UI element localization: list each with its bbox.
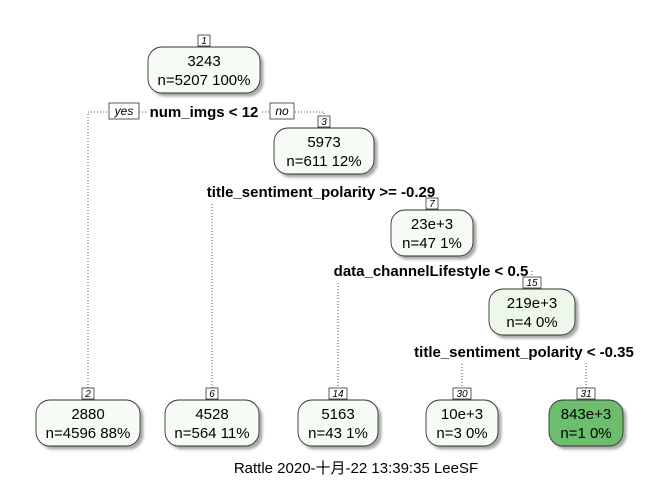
no-label: no	[275, 104, 289, 118]
node-stats: n=1 0%	[560, 425, 611, 442]
node-stats: n=3 0%	[436, 425, 487, 442]
node-stats: n=564 11%	[174, 425, 249, 442]
split-label-bg	[146, 103, 262, 122]
edge-1-2	[87, 111, 146, 388]
node-box	[425, 399, 499, 447]
node-stats: n=4 0%	[506, 314, 557, 331]
split-label-7: data_channelLifestyle < 0.5	[334, 263, 529, 280]
node-value: 2880	[71, 406, 104, 423]
node-value: 5163	[321, 406, 354, 423]
tree-node-14: 5163 n=43 1% 14	[297, 387, 379, 447]
node-value: 4528	[195, 406, 228, 423]
node-number-box	[328, 387, 348, 400]
caption: Rattle 2020-十月-22 13:39:35 LeeSF	[234, 460, 478, 477]
node-number-box	[205, 387, 219, 400]
node-number: 7	[429, 199, 435, 210]
split-label-bg	[203, 183, 439, 202]
node-box	[273, 127, 375, 175]
node-box	[488, 288, 576, 336]
node-number: 14	[332, 389, 344, 400]
tree-node-30: 10e+3 n=3 0% 30	[425, 387, 499, 447]
split-label-bg	[411, 343, 637, 362]
edge-3-6	[211, 191, 266, 388]
node-stats: n=611 12%	[286, 153, 361, 170]
node-number: 15	[526, 278, 538, 289]
node-stats: n=5207 100%	[157, 72, 250, 89]
split-label-bg	[330, 262, 532, 281]
tree-node-15: 219e+3 n=4 0% 15	[488, 276, 576, 336]
yes-label-box	[108, 102, 140, 120]
yes-label: yes	[114, 104, 134, 118]
split-label-3: title_sentiment_polarity >= -0.29	[207, 184, 435, 201]
edge-7-14	[337, 270, 374, 388]
node-number-box	[522, 276, 542, 289]
node-box	[548, 399, 624, 447]
node-value: 843e+3	[561, 406, 611, 423]
node-box	[147, 46, 261, 94]
branch-labels: yes no	[108, 102, 295, 120]
splits-layer: num_imgs < 12 title_sentiment_polarity >=…	[146, 103, 637, 362]
node-stats: n=47 1%	[402, 235, 462, 252]
tree-node-1: 3243 n=5207 100% 1	[147, 34, 261, 94]
node-number: 2	[84, 389, 91, 400]
edge-7-15	[490, 270, 533, 277]
node-number-box	[576, 387, 596, 400]
node-box	[35, 399, 141, 447]
node-box	[297, 399, 379, 447]
node-number: 3	[321, 117, 327, 128]
split-label-1: num_imgs < 12	[150, 104, 259, 121]
node-stats: n=43 1%	[308, 425, 368, 442]
tree-node-6: 4528 n=564 11% 6	[164, 387, 260, 447]
node-box	[164, 399, 260, 447]
node-value: 219e+3	[507, 295, 557, 312]
node-box	[390, 209, 474, 257]
node-number: 30	[456, 389, 468, 400]
node-number-box	[425, 197, 439, 210]
node-value: 10e+3	[441, 406, 483, 423]
tree-node-7: 23e+3 n=47 1% 7	[390, 197, 474, 257]
node-number: 1	[201, 36, 207, 47]
node-number: 31	[580, 389, 591, 400]
tree-node-31: 843e+3 n=1 0% 31	[548, 387, 624, 447]
node-number-box	[452, 387, 472, 400]
tree-node-3: 5973 n=611 12% 3	[273, 115, 375, 175]
node-value: 3243	[187, 53, 220, 70]
split-label-15: title_sentiment_polarity < -0.35	[414, 344, 634, 361]
node-stats: n=4596 88%	[46, 425, 131, 442]
node-value: 5973	[307, 134, 340, 151]
node-number-box	[317, 115, 331, 128]
node-number-box	[81, 387, 95, 400]
no-label-box	[269, 102, 295, 120]
nodes-layer: 3243 n=5207 100% 1 5973 n=611 12% 3 23e+3 n=47 …	[35, 34, 624, 447]
tree-node-2: 2880 n=4596 88% 2	[35, 387, 141, 447]
node-number-box	[197, 34, 211, 47]
node-value: 23e+3	[411, 216, 453, 233]
node-number: 6	[209, 389, 215, 400]
